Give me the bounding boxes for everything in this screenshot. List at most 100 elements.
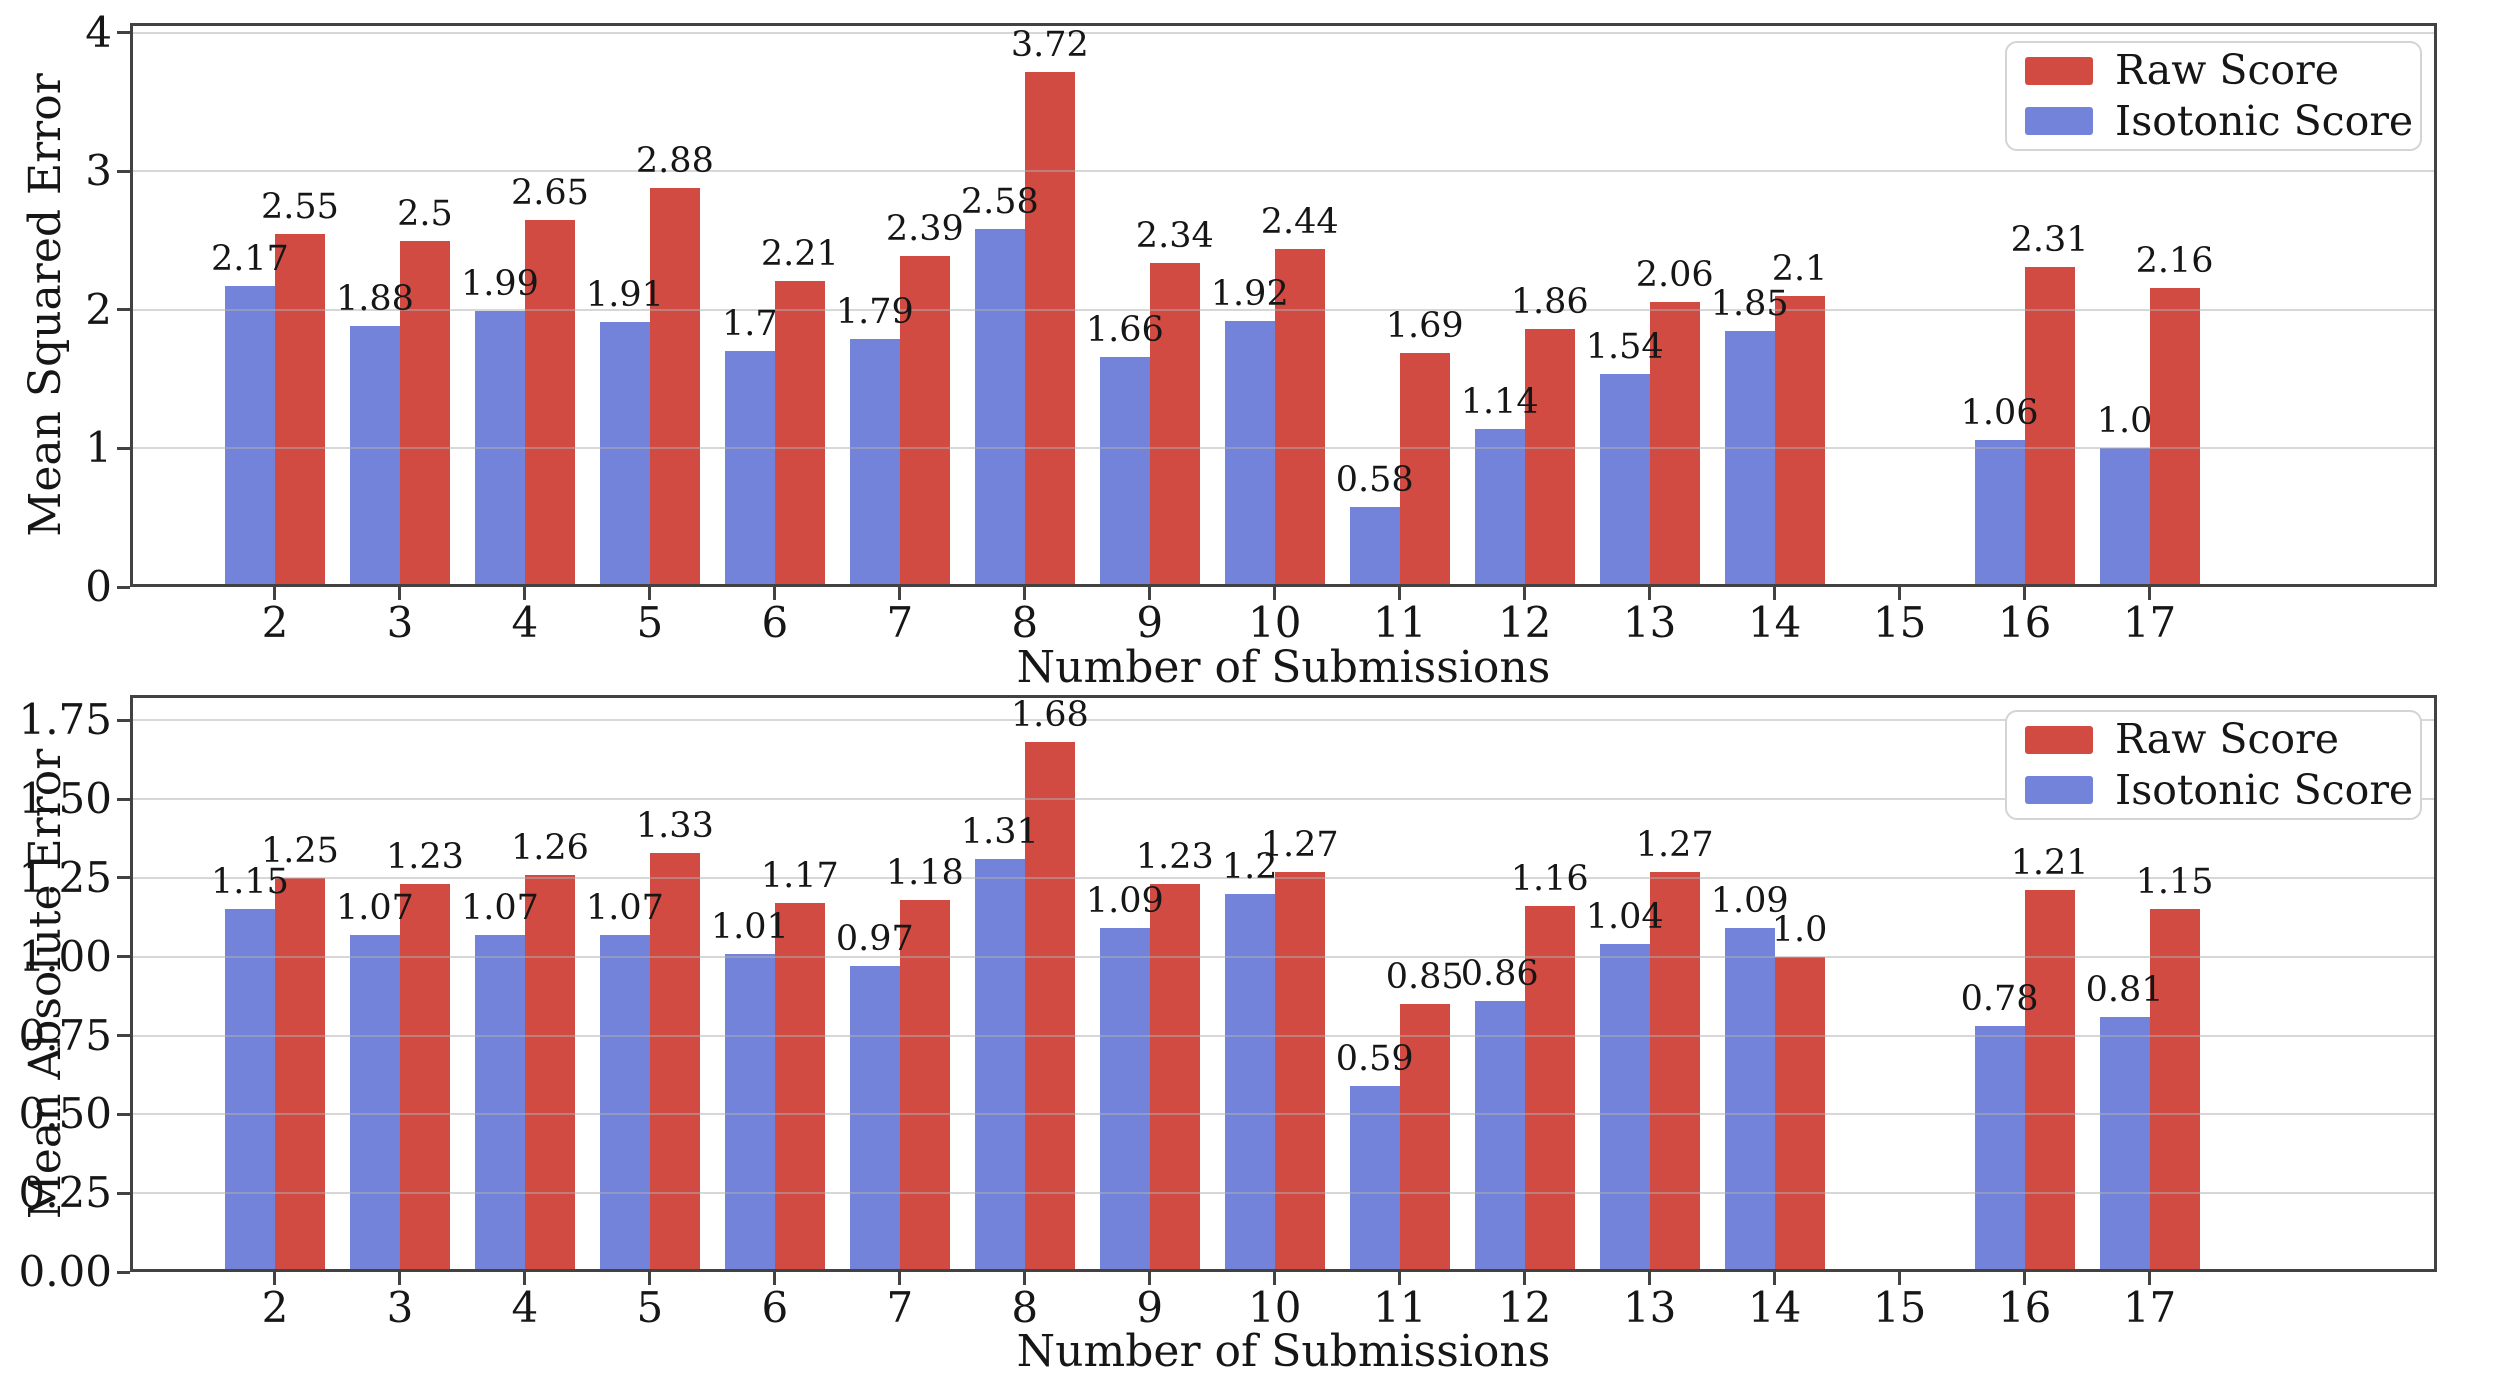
x-tick-label: 5: [636, 598, 664, 647]
bar-value-label: 2.16: [2135, 240, 2214, 281]
bar-value-label: 1.09: [1085, 881, 1164, 922]
legend-item-raw-score: Raw Score: [2025, 717, 2420, 762]
bar-isotonic-score: [1349, 506, 1400, 587]
bar-raw-score: [1649, 871, 1700, 1272]
bar-isotonic-score: [974, 858, 1025, 1272]
bar-value-label: 1.09: [1710, 881, 1789, 922]
x-tick-label: 14: [1747, 1283, 1802, 1332]
gridline: [130, 447, 2437, 450]
bar-raw-score: [274, 877, 325, 1272]
gridline: [130, 1192, 2437, 1195]
y-tick-mark: [117, 955, 130, 959]
x-tick-mark: [1898, 1272, 1902, 1285]
bar-value-label: 1.23: [385, 837, 464, 878]
bar-raw-score: [1399, 352, 1450, 587]
x-tick-label: 7: [886, 598, 914, 647]
x-tick-label: 9: [1136, 598, 1164, 647]
bar-value-label: 1.27: [1635, 824, 1714, 865]
x-tick-label: 10: [1248, 598, 1302, 647]
x-tick-mark: [523, 1272, 527, 1285]
bar-value-label: 2.17: [211, 239, 289, 280]
bar-isotonic-score: [1599, 944, 1650, 1272]
x-tick-label: 9: [1136, 1283, 1164, 1332]
bar-isotonic-score: [849, 966, 900, 1272]
gridline: [130, 955, 2437, 958]
bar-value-label: 0.59: [1335, 1038, 1414, 1079]
bar-raw-score: [2149, 909, 2200, 1272]
bar-isotonic-score: [724, 953, 775, 1272]
x-tick-mark: [1523, 1272, 1527, 1285]
x-tick-mark: [1273, 1272, 1277, 1285]
y-axis-label: Mean Absolute Error: [20, 748, 71, 1219]
bar-value-label: 2.44: [1260, 201, 1339, 242]
bar-isotonic-score: [349, 326, 400, 587]
gridline: [130, 798, 2437, 801]
y-tick-mark: [117, 1270, 130, 1274]
bar-isotonic-score: [224, 286, 275, 587]
x-tick-mark: [648, 587, 652, 600]
y-tick-label: 0.25: [18, 1168, 112, 1218]
x-tick-mark: [273, 587, 277, 600]
legend-swatch-isotonic-score: [2025, 107, 2093, 136]
y-tick-label: 0: [85, 562, 112, 611]
y-tick-mark: [117, 446, 130, 450]
plot-area: [130, 23, 2437, 587]
bar-value-label: 1.17: [760, 856, 839, 897]
x-tick-label: 3: [386, 1283, 414, 1332]
bar-raw-score: [1274, 871, 1325, 1272]
x-axis-label: Number of Submissions: [1016, 1326, 1551, 1377]
bar-value-label: 2.1: [1771, 248, 1828, 289]
bar-value-label: 2.34: [1135, 215, 1214, 256]
x-tick-label: 11: [1372, 598, 1427, 647]
x-tick-mark: [1773, 1272, 1777, 1285]
y-tick-label: 0.00: [18, 1247, 112, 1296]
y-tick-mark: [117, 1112, 130, 1116]
bar-value-label: 1.68: [1010, 695, 1089, 736]
x-tick-label: 2: [261, 598, 289, 647]
x-tick-mark: [2023, 587, 2027, 600]
bar-raw-score: [1524, 329, 1575, 587]
legend-swatch-isotonic-score: [2025, 776, 2093, 805]
y-tick-mark: [117, 876, 130, 880]
bar-isotonic-score: [1224, 320, 1275, 587]
x-tick-mark: [2023, 1272, 2027, 1285]
bar-raw-score: [649, 187, 700, 587]
legend: Raw Score Isotonic Score: [2005, 710, 2422, 820]
x-tick-mark: [2148, 587, 2152, 600]
y-axis-label: Mean Squared Error: [20, 73, 71, 537]
bar-value-label: 1.86: [1510, 282, 1589, 323]
x-tick-label: 13: [1622, 598, 1677, 647]
x-tick-mark: [1148, 1272, 1152, 1285]
bar-isotonic-score: [1099, 928, 1150, 1272]
x-tick-label: 8: [1011, 1283, 1039, 1332]
bar-raw-score: [524, 874, 575, 1272]
bar-isotonic-score: [349, 934, 400, 1272]
x-tick-label: 14: [1747, 598, 1802, 647]
bar-value-label: 1.0: [1771, 909, 1828, 950]
legend-item-raw-score: Raw Score: [2025, 48, 2420, 93]
x-tick-mark: [1398, 1272, 1402, 1285]
bar-raw-score: [899, 255, 950, 587]
bar-value-label: 1.16: [1510, 859, 1589, 900]
bar-value-label: 2.06: [1635, 254, 1714, 295]
x-tick-label: 16: [1997, 1283, 2052, 1332]
x-tick-mark: [1148, 587, 1152, 600]
bar-value-label: 1.0: [2096, 401, 2153, 442]
x-tick-mark: [898, 587, 902, 600]
x-tick-label: 15: [1872, 598, 1927, 647]
bar-value-label: 2.58: [960, 182, 1039, 223]
x-tick-mark: [1898, 587, 1902, 600]
bar-value-label: 3.72: [1010, 24, 1089, 65]
y-tick-mark: [117, 308, 130, 312]
bar-value-label: 1.25: [260, 830, 339, 871]
gridline: [130, 1113, 2437, 1116]
x-tick-mark: [2148, 1272, 2152, 1285]
bar-raw-score: [1649, 301, 1700, 587]
legend-item-isotonic-score: Isotonic Score: [2025, 767, 2420, 813]
bar-value-label: 1.01: [710, 906, 789, 947]
x-tick-mark: [1023, 587, 1027, 600]
bar-value-label: 1.99: [460, 264, 539, 305]
bar-isotonic-score: [849, 338, 900, 587]
